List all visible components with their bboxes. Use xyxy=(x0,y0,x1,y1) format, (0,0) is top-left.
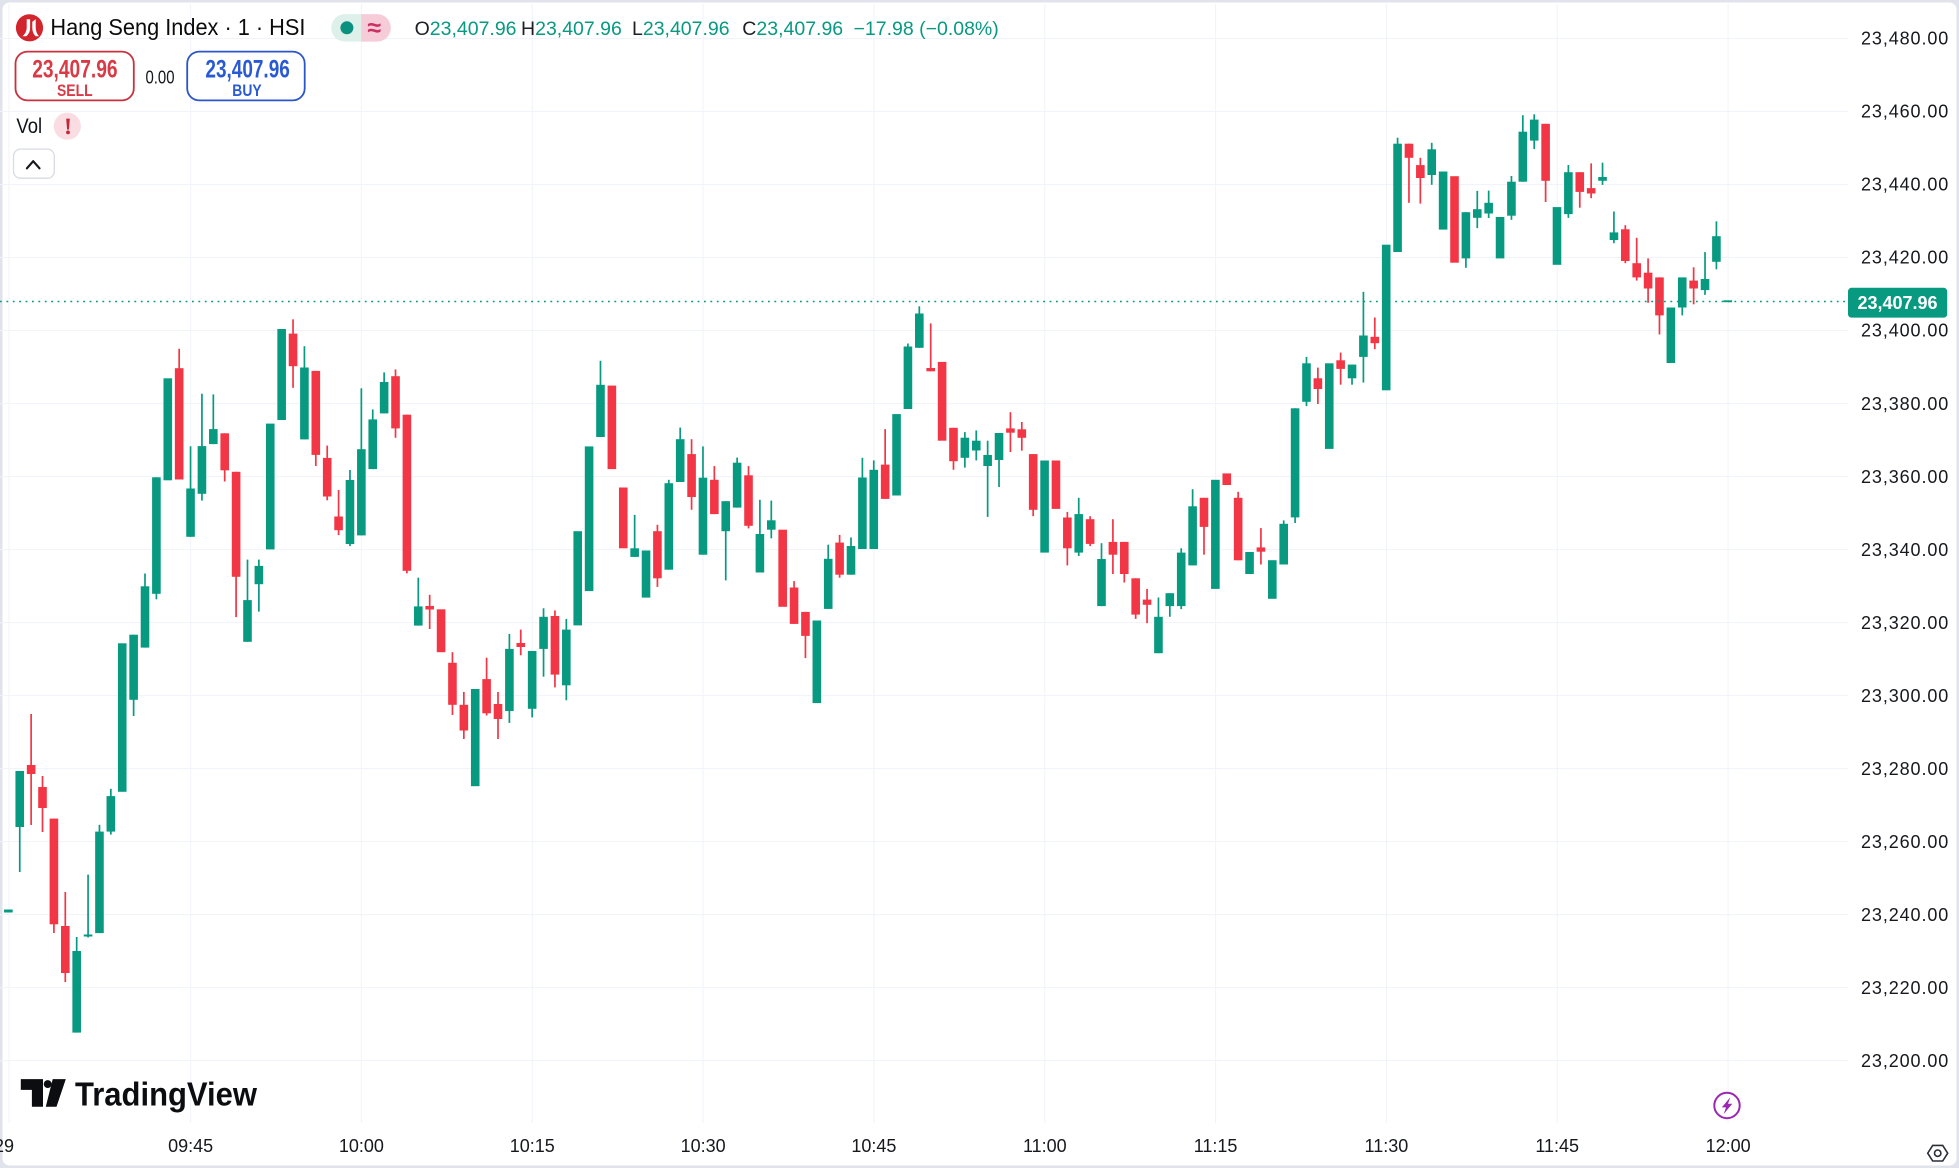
svg-text:10:30: 10:30 xyxy=(681,1136,726,1156)
svg-text:23,420.00: 23,420.00 xyxy=(1861,248,1949,268)
svg-text:23,320.00: 23,320.00 xyxy=(1861,613,1949,633)
svg-text:23,220.00: 23,220.00 xyxy=(1861,978,1949,998)
svg-text:23,460.00: 23,460.00 xyxy=(1861,102,1949,122)
svg-text:23,260.00: 23,260.00 xyxy=(1861,832,1949,852)
svg-text:11:00: 11:00 xyxy=(1023,1136,1067,1156)
svg-text:O23,407.96: O23,407.96 xyxy=(415,18,517,40)
svg-text:Vol: Vol xyxy=(16,115,42,138)
svg-text:23,400.00: 23,400.00 xyxy=(1861,321,1949,341)
svg-text:23,380.00: 23,380.00 xyxy=(1861,394,1949,414)
svg-text:11:30: 11:30 xyxy=(1365,1136,1409,1156)
svg-text:23,280.00: 23,280.00 xyxy=(1861,759,1949,779)
svg-text:10:15: 10:15 xyxy=(510,1136,555,1156)
svg-text:≈: ≈ xyxy=(367,14,381,42)
svg-text:23,407.96: 23,407.96 xyxy=(32,56,117,84)
svg-text:23,200.00: 23,200.00 xyxy=(1861,1051,1949,1071)
svg-text:23,407.96: 23,407.96 xyxy=(1857,293,1937,313)
svg-text:23,440.00: 23,440.00 xyxy=(1861,175,1949,195)
svg-text:23,300.00: 23,300.00 xyxy=(1861,686,1949,706)
svg-text:23,480.00: 23,480.00 xyxy=(1861,29,1949,49)
svg-text:29: 29 xyxy=(0,1136,14,1156)
svg-text:10:00: 10:00 xyxy=(339,1136,384,1156)
svg-text:10:45: 10:45 xyxy=(851,1136,896,1156)
svg-text:−17.98 (−0.08%): −17.98 (−0.08%) xyxy=(854,18,999,40)
svg-text:12:00: 12:00 xyxy=(1706,1136,1751,1156)
svg-text:L23,407.96: L23,407.96 xyxy=(632,18,730,40)
svg-text:11:15: 11:15 xyxy=(1194,1136,1238,1156)
svg-text:11:45: 11:45 xyxy=(1535,1136,1579,1156)
svg-text:23,360.00: 23,360.00 xyxy=(1861,467,1949,487)
svg-text:BUY: BUY xyxy=(232,81,262,100)
svg-text:23,407.96: 23,407.96 xyxy=(205,56,289,84)
svg-text:C23,407.96: C23,407.96 xyxy=(742,18,843,40)
svg-text:09:45: 09:45 xyxy=(168,1136,213,1156)
svg-text:SELL: SELL xyxy=(57,81,93,100)
svg-text:23,340.00: 23,340.00 xyxy=(1861,540,1949,560)
svg-text:23,240.00: 23,240.00 xyxy=(1861,905,1949,925)
svg-text:TradingView: TradingView xyxy=(75,1077,258,1114)
svg-text:H23,407.96: H23,407.96 xyxy=(521,18,622,40)
svg-text:0.00: 0.00 xyxy=(146,68,175,88)
svg-text:Hang Seng Index · 1 · HSI: Hang Seng Index · 1 · HSI xyxy=(50,14,305,40)
